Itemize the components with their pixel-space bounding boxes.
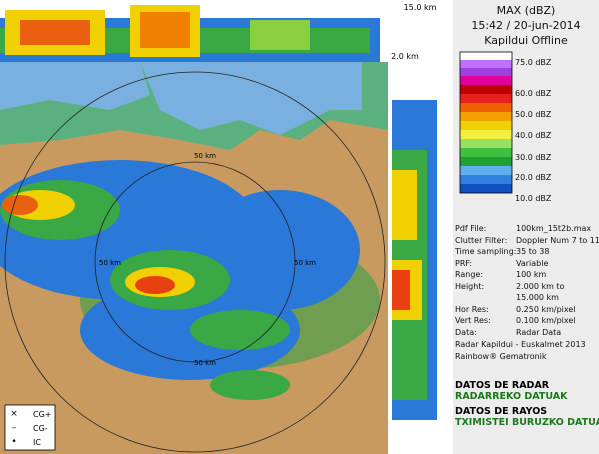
lightning-legend: × – • CG+ CG- IC	[4, 404, 56, 451]
scale-label: 60.0 dBZ	[515, 89, 552, 98]
scale-label: 40.0 dBZ	[515, 131, 552, 140]
info-value: Radar Data	[516, 327, 562, 337]
top-section-echo	[0, 5, 380, 62]
side-section-echo	[392, 100, 437, 420]
legend-entry: CG+	[33, 410, 52, 419]
info-value: 100 km	[516, 270, 547, 279]
scale-label: 30.0 dBZ	[515, 153, 552, 162]
info-value: Variable	[516, 258, 549, 268]
info-label: Time sampling:	[455, 247, 517, 256]
scale-label: 10.0 dBZ	[515, 194, 552, 203]
title: MAX (dBZ)	[496, 4, 556, 17]
scale-label: 20.0 dBZ	[515, 173, 552, 182]
ring-label: 50 km	[194, 152, 216, 160]
info-label: Height:	[455, 281, 485, 291]
ring-label: 50 km	[294, 259, 316, 267]
scale-label: 50.0 dBZ	[515, 110, 552, 119]
side-height-label: 2.0 km	[391, 52, 419, 61]
legend-entry: CG-	[33, 424, 48, 433]
svg-text:×: ×	[10, 409, 18, 419]
info-label: Vert Res:	[455, 316, 491, 325]
scale-label: 75.0 dBZ	[515, 58, 552, 67]
color-scale	[459, 51, 513, 194]
footer-text: RADARREKO DATUAK	[455, 391, 568, 402]
info-label: PRF:	[455, 258, 473, 268]
info-value: 100km_15t2b.max	[516, 224, 592, 233]
info-value: 15.000 km	[516, 293, 559, 302]
time: 15:42 / 20-jun-2014	[471, 19, 581, 32]
map-area	[0, 62, 388, 454]
footer-text: DATOS DE RADAR	[455, 380, 550, 391]
ring-label: 50 km	[194, 359, 216, 367]
footer-text: TXIMISTEI BURUZKO DATUAK	[455, 417, 599, 428]
top-height-label: 15.0 km	[404, 3, 437, 12]
info-value: 2.000 km to	[516, 281, 565, 291]
info-label: Hor Res:	[455, 304, 489, 314]
info-value: 35 to 38	[516, 247, 550, 256]
station: Kapildui Offline	[484, 34, 568, 47]
info-value: 0.250 km/pixel	[516, 304, 576, 314]
credit: Radar Kapildui - Euskalmet 2013	[455, 340, 586, 349]
svg-text:–: –	[12, 423, 17, 433]
info-label: Pdf File:	[455, 224, 487, 233]
ring-label: 50 km	[99, 259, 121, 267]
info-value: 0.100 km/pixel	[516, 316, 576, 325]
info-label: Clutter Filter:	[455, 235, 508, 245]
radar-map: 15.0 km 2.0 km 50 km 50 km 50 km 50 km	[0, 3, 437, 454]
info-label: Range:	[455, 270, 484, 279]
svg-text:•: •	[11, 437, 16, 447]
info-value: Doppler Num 7 to 11	[516, 235, 599, 245]
info-label: Data:	[455, 327, 477, 337]
footer-text: DATOS DE RAYOS	[455, 406, 548, 417]
vendor: Rainbow® Gematronik	[455, 352, 547, 361]
legend-entry: IC	[33, 438, 41, 447]
